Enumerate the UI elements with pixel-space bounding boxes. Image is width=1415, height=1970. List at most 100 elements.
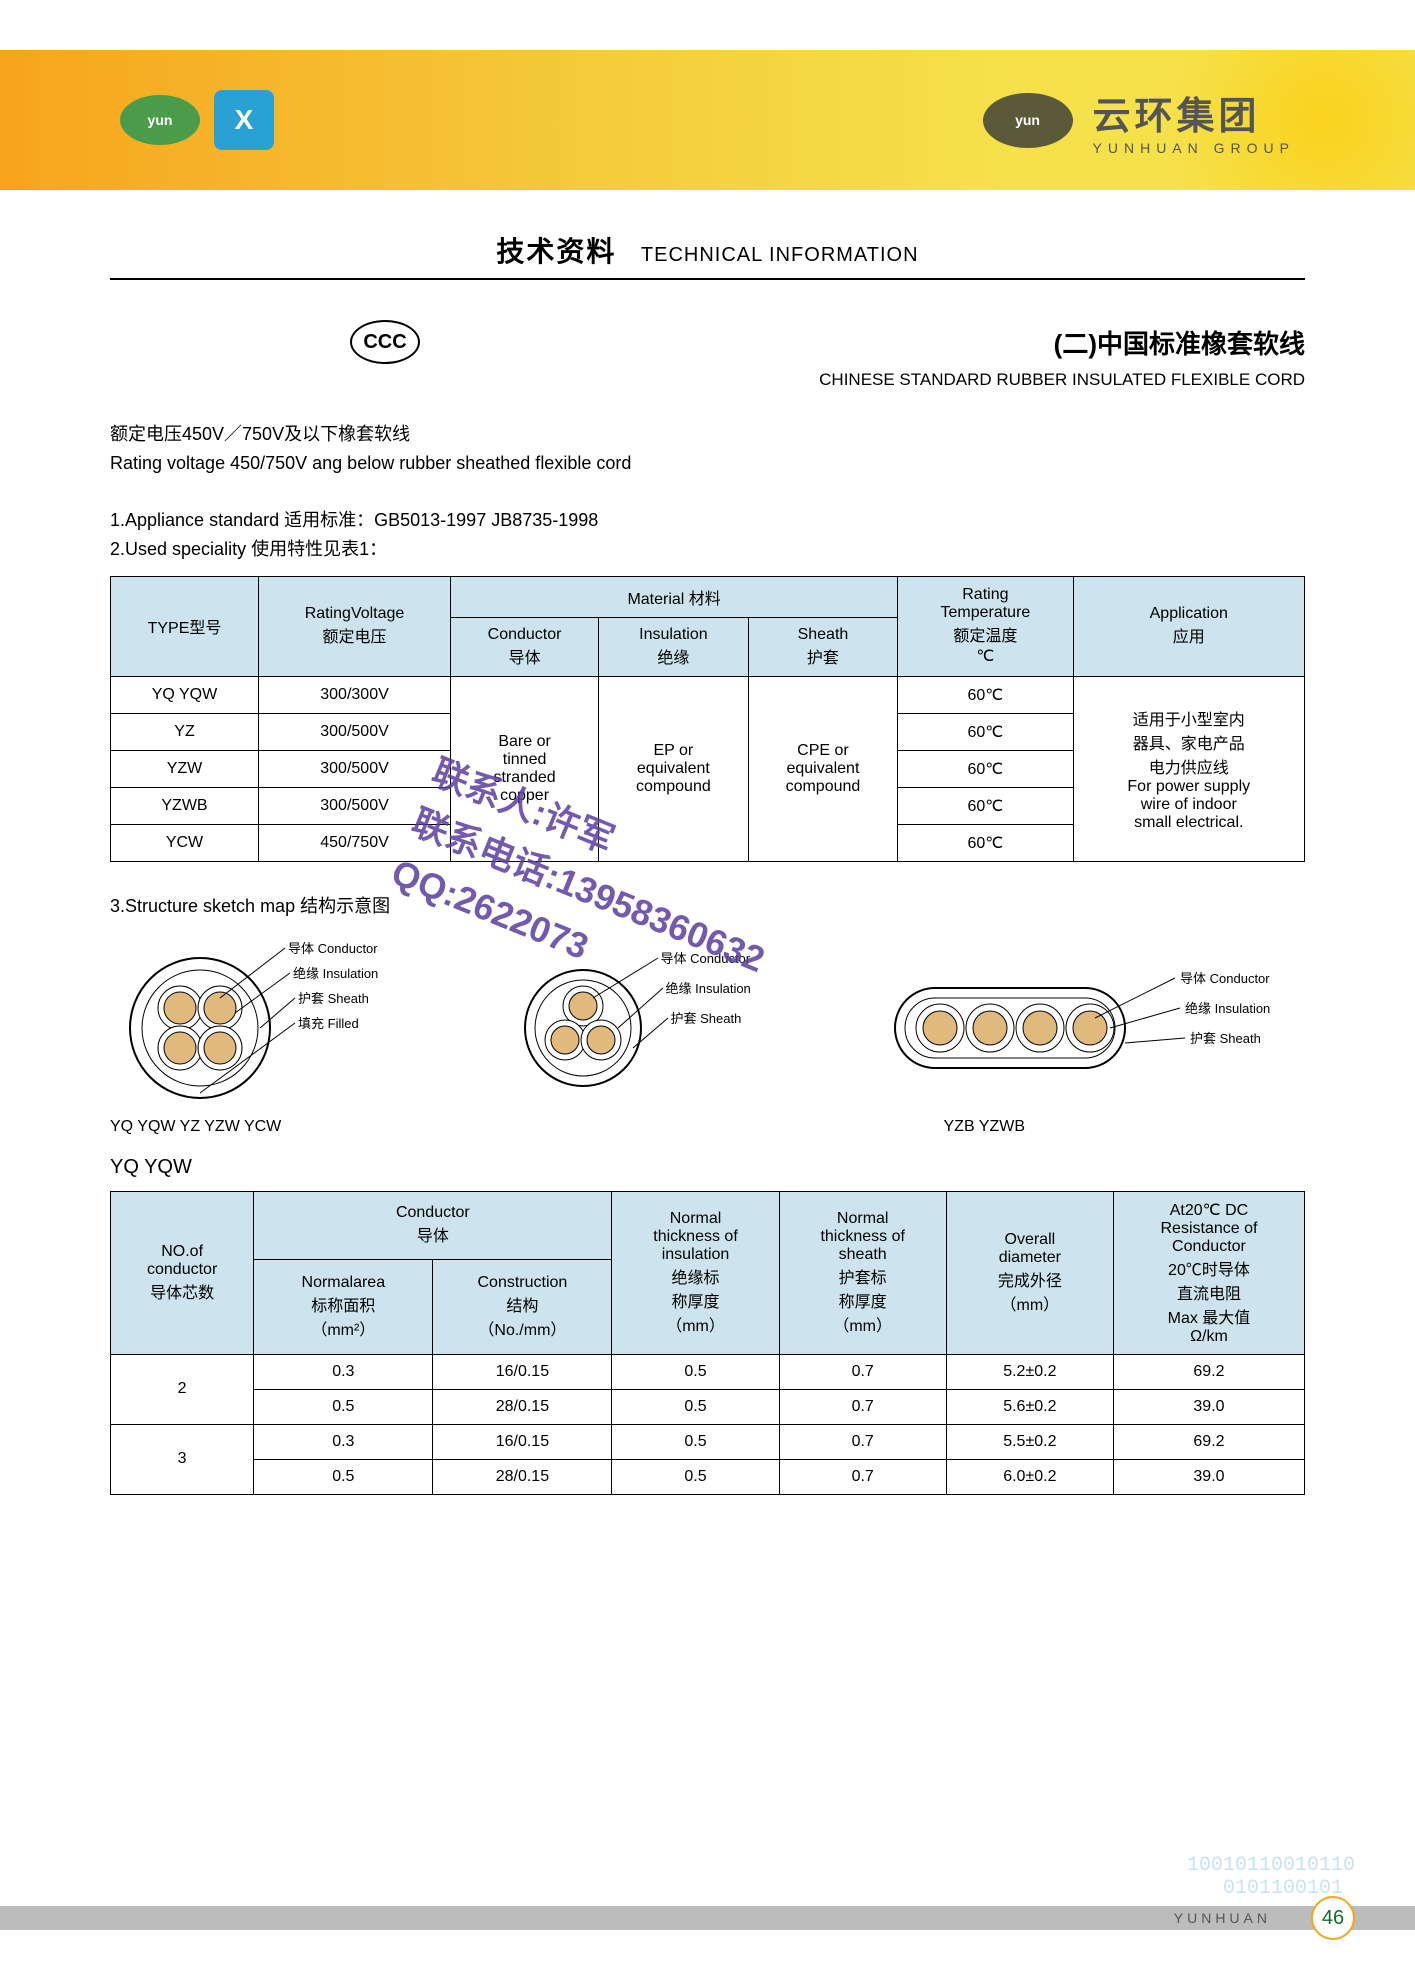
t2-row: 2 0.3 16/0.15 0.5 0.7 5.2±0.2 69.2	[111, 1354, 1305, 1389]
t1-cell: YCW	[111, 824, 259, 861]
t2-cell: 2	[111, 1354, 254, 1424]
t1-cell: 60℃	[898, 824, 1073, 861]
sketch-caption-right: YZB YZWB	[944, 1118, 1026, 1136]
t1-cell: 60℃	[898, 676, 1073, 713]
t2-cell: 0.3	[254, 1424, 433, 1459]
t1-row: YQ YQW 300/300V Bare ortinnedstrandedcop…	[111, 676, 1305, 713]
yq-title: YQ YQW	[110, 1156, 1305, 1179]
sketch-caption-left: YQ YQW YZ YZW YCW	[110, 1118, 281, 1136]
yun-logo-icon: yun	[120, 95, 200, 145]
t2-cell: 0.5	[612, 1424, 779, 1459]
t2-cell: 0.7	[779, 1424, 946, 1459]
legend-conductor: 导体 Conductor	[1180, 968, 1270, 987]
t1-cell: 450/750V	[258, 824, 450, 861]
t1-h-app: Application应用	[1073, 576, 1304, 676]
sketch-title: 3.Structure sketch map 结构示意图	[110, 892, 1305, 918]
t2-cell: 0.7	[779, 1354, 946, 1389]
sketch-row: 导体 Conductor 绝缘 Insulation 护套 Sheath 填充 …	[110, 928, 1305, 1108]
t1-cell: YQ YQW	[111, 676, 259, 713]
legend-conductor: 导体 Conductor	[661, 948, 751, 967]
page: yun X yun 云环集团 YUNHUAN GROUP 技术资料 TECHNI…	[0, 50, 1415, 1970]
t2-h-constr: Construction结构（No./mm）	[433, 1259, 612, 1354]
sketch-3core: 导体 Conductor 绝缘 Insulation 护套 Sheath	[503, 928, 763, 1108]
t2-row: 3 0.3 16/0.15 0.5 0.7 5.5±0.2 69.2	[111, 1424, 1305, 1459]
t1-h-sheath: Sheath护套	[748, 617, 898, 676]
footer-band: YUNHUAN 46	[0, 1906, 1415, 1930]
t1-app-cell: 适用于小型室内器具、家电产品电力供应线For power supplywire …	[1073, 676, 1304, 861]
t2-cell: 3	[111, 1424, 254, 1494]
legend-sheath: 护套 Sheath	[298, 988, 369, 1007]
legend-insulation: 绝缘 Insulation	[1185, 998, 1270, 1017]
t2-cell: 39.0	[1113, 1459, 1304, 1494]
legend-filled: 填充 Filled	[298, 1013, 359, 1032]
rating-en: Rating voltage 450/750V ang below rubber…	[110, 449, 1305, 478]
subhead-cn: (二)中国标准橡套软线	[1054, 324, 1305, 361]
t2-cell: 0.5	[612, 1354, 779, 1389]
page-number: 46	[1311, 1896, 1355, 1940]
t2-cell: 16/0.15	[433, 1354, 612, 1389]
t2-cell: 0.7	[779, 1389, 946, 1424]
intro-line2: 2.Used speciality 使用特性见表1：	[110, 535, 1305, 564]
sketch-captions: YQ YQW YZ YZW YCW YZB YZWB	[110, 1118, 1305, 1136]
t2-row: 0.5 28/0.15 0.5 0.7 6.0±0.2 39.0	[111, 1459, 1305, 1494]
brand-en: YUNHUAN GROUP	[1093, 140, 1295, 156]
t2-cell: 0.5	[254, 1389, 433, 1424]
t1-cell: 300/500V	[258, 713, 450, 750]
t2-cell: 0.5	[612, 1389, 779, 1424]
t2-cell: 5.2±0.2	[946, 1354, 1113, 1389]
t2-cell: 0.5	[612, 1459, 779, 1494]
logo-left-group: yun X	[120, 90, 274, 150]
sketch-flat: 导体 Conductor 绝缘 Insulation 护套 Sheath	[875, 928, 1305, 1108]
t2-cell: 16/0.15	[433, 1424, 612, 1459]
t1-cell: 300/300V	[258, 676, 450, 713]
subhead-row: CCC (二)中国标准橡套软线	[110, 320, 1305, 364]
sketch-4core: 导体 Conductor 绝缘 Insulation 护套 Sheath 填充 …	[110, 928, 390, 1108]
t2-h-sheath: Normalthickness ofsheath护套标称厚度（mm）	[779, 1191, 946, 1354]
section-title: 技术资料 TECHNICAL INFORMATION	[110, 230, 1305, 270]
title-rule	[110, 278, 1305, 280]
t1-sheath-cell: CPE orequivalentcompound	[748, 676, 898, 861]
legend-sheath: 护套 Sheath	[1190, 1028, 1261, 1047]
digital-deco: 10010110010110 0101100101	[1187, 1854, 1355, 1900]
t2-h-insul: Normalthickness ofinsulation绝缘标称厚度（mm）	[612, 1191, 779, 1354]
brand-cn: 云环集团	[1093, 96, 1261, 138]
t2-cell: 28/0.15	[433, 1389, 612, 1424]
t2-cell: 5.5±0.2	[946, 1424, 1113, 1459]
t2-cell: 28/0.15	[433, 1459, 612, 1494]
t2-cell: 0.5	[254, 1459, 433, 1494]
t2-cell: 69.2	[1113, 1424, 1304, 1459]
t2-cell: 5.6±0.2	[946, 1389, 1113, 1424]
subhead-en: CHINESE STANDARD RUBBER INSULATED FLEXIB…	[110, 370, 1305, 390]
intro-block: 额定电压450V／750V及以下橡套软线 Rating voltage 450/…	[110, 420, 1305, 564]
t1-cell: 300/500V	[258, 787, 450, 824]
t1-cell: 60℃	[898, 787, 1073, 824]
spec-table-1: TYPE型号 RatingVoltage额定电压 Material 材料 Rat…	[110, 576, 1305, 862]
yun-logo-dark-icon: yun	[983, 93, 1073, 148]
rating-cn: 额定电压450V／750V及以下橡套软线	[110, 420, 1305, 449]
t1-h-conductor: Conductor导体	[451, 617, 599, 676]
t1-h-type: TYPE型号	[111, 576, 259, 676]
t2-cell: 39.0	[1113, 1389, 1304, 1424]
title-en: TECHNICAL INFORMATION	[641, 244, 919, 267]
legend-insulation: 绝缘 Insulation	[666, 978, 751, 997]
t1-cell: YZW	[111, 750, 259, 787]
t1-cell: YZ	[111, 713, 259, 750]
t1-cell: YZWB	[111, 787, 259, 824]
t2-h-diam: Overalldiameter完成外径（mm）	[946, 1191, 1113, 1354]
header-band: yun X yun 云环集团 YUNHUAN GROUP	[0, 50, 1415, 190]
intro-line1: 1.Appliance standard 适用标准：GB5013-1997 JB…	[110, 506, 1305, 535]
legend-conductor: 导体 Conductor	[288, 938, 378, 957]
t2-h-area: Normalarea标称面积（mm²）	[254, 1259, 433, 1354]
t1-insulation-cell: EP orequivalentcompound	[599, 676, 749, 861]
t2-cell: 69.2	[1113, 1354, 1304, 1389]
ccc-mark-icon: CCC	[350, 320, 420, 364]
content-area: 技术资料 TECHNICAL INFORMATION CCC (二)中国标准橡套…	[0, 190, 1415, 1495]
t2-h-conductor: Conductor导体	[254, 1191, 612, 1259]
t1-cell: 60℃	[898, 750, 1073, 787]
brand-text-block: 云环集团 YUNHUAN GROUP	[1093, 85, 1295, 156]
logo-right-group: yun 云环集团 YUNHUAN GROUP	[983, 85, 1295, 156]
cable-flat-icon	[875, 928, 1305, 1108]
spec-table-2: NO.ofconductor导体芯数 Conductor导体 Normalthi…	[110, 1191, 1305, 1495]
title-cn: 技术资料	[496, 230, 616, 270]
t1-conductor-cell: Bare ortinnedstrandedcopper	[451, 676, 599, 861]
